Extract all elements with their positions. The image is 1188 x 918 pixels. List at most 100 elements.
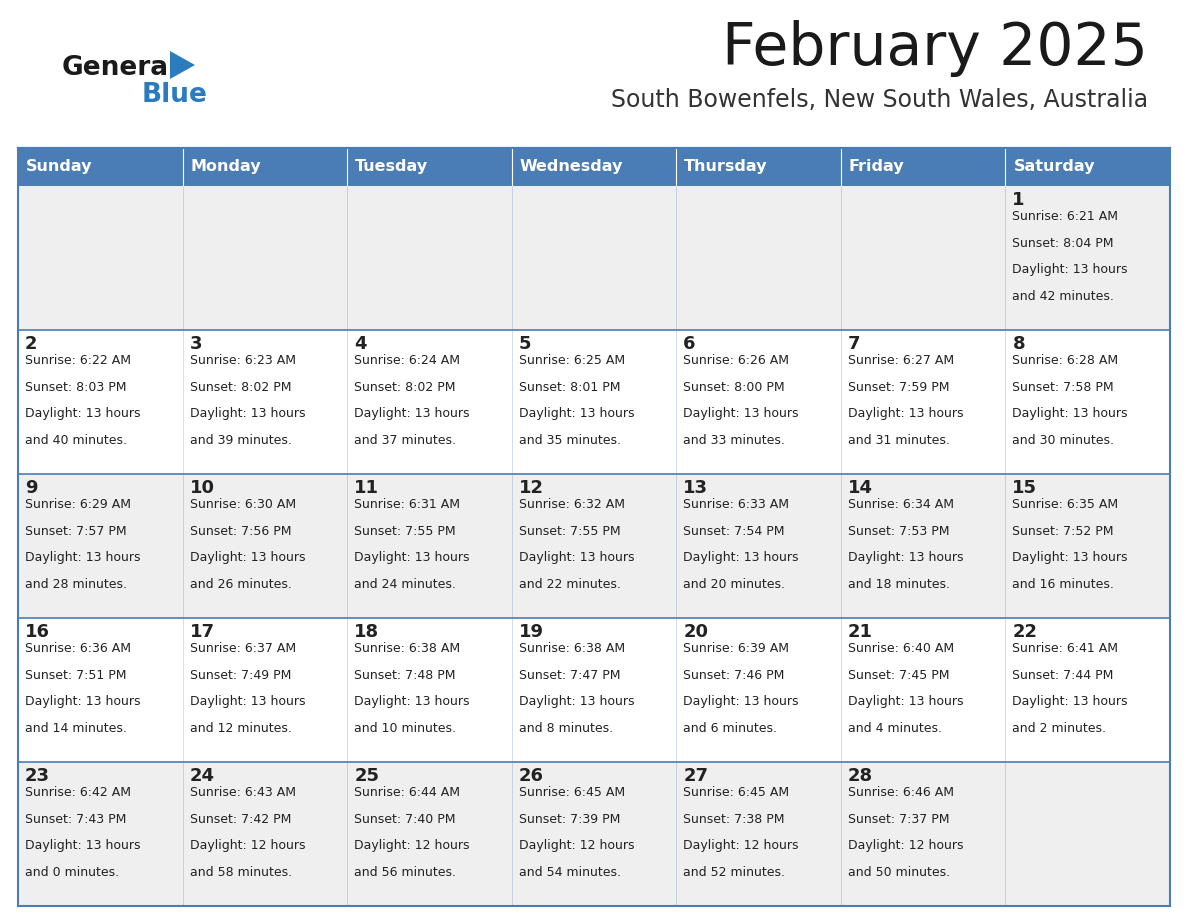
Text: and 39 minutes.: and 39 minutes. [190,434,291,447]
Text: and 14 minutes.: and 14 minutes. [25,722,127,735]
Text: Sunrise: 6:22 AM: Sunrise: 6:22 AM [25,354,131,367]
Text: Daylight: 12 hours: Daylight: 12 hours [519,839,634,852]
Text: Sunset: 7:56 PM: Sunset: 7:56 PM [190,525,291,538]
Bar [18,618,1170,762]
Text: Sunrise: 6:35 AM: Sunrise: 6:35 AM [1012,498,1119,511]
Text: Daylight: 13 hours: Daylight: 13 hours [683,408,798,420]
Text: Sunset: 7:42 PM: Sunset: 7:42 PM [190,812,291,825]
Text: Sunrise: 6:42 AM: Sunrise: 6:42 AM [25,786,131,799]
Text: Daylight: 13 hours: Daylight: 13 hours [190,552,305,565]
Text: 5: 5 [519,335,531,353]
Text: 10: 10 [190,479,215,497]
Text: Sunrise: 6:25 AM: Sunrise: 6:25 AM [519,354,625,367]
Text: Daylight: 13 hours: Daylight: 13 hours [1012,263,1127,276]
Text: and 31 minutes.: and 31 minutes. [848,434,949,447]
Text: Sunrise: 6:23 AM: Sunrise: 6:23 AM [190,354,296,367]
Bar [18,186,1170,330]
Text: Sunrise: 6:41 AM: Sunrise: 6:41 AM [1012,642,1118,655]
Text: 6: 6 [683,335,696,353]
Text: and 4 minutes.: and 4 minutes. [848,722,942,735]
Text: Sunrise: 6:24 AM: Sunrise: 6:24 AM [354,354,460,367]
Text: General: General [62,55,178,81]
Text: and 24 minutes.: and 24 minutes. [354,578,456,591]
Text: Sunset: 7:51 PM: Sunset: 7:51 PM [25,668,126,682]
Text: Sunrise: 6:38 AM: Sunrise: 6:38 AM [354,642,460,655]
Text: Sunrise: 6:45 AM: Sunrise: 6:45 AM [519,786,625,799]
Text: Thursday: Thursday [684,160,767,174]
Text: Sunset: 7:45 PM: Sunset: 7:45 PM [848,668,949,682]
Text: and 2 minutes.: and 2 minutes. [1012,722,1106,735]
Text: 3: 3 [190,335,202,353]
Text: Daylight: 13 hours: Daylight: 13 hours [1012,552,1127,565]
Text: Sunset: 7:44 PM: Sunset: 7:44 PM [1012,668,1114,682]
Text: Sunrise: 6:44 AM: Sunrise: 6:44 AM [354,786,460,799]
Text: 23: 23 [25,767,50,785]
Text: Tuesday: Tuesday [355,160,428,174]
Text: Daylight: 13 hours: Daylight: 13 hours [848,552,963,565]
Text: Friday: Friday [849,160,904,174]
Text: 16: 16 [25,623,50,641]
Text: Monday: Monday [190,160,261,174]
Text: Sunset: 7:57 PM: Sunset: 7:57 PM [25,525,127,538]
Text: Sunrise: 6:27 AM: Sunrise: 6:27 AM [848,354,954,367]
Text: 22: 22 [1012,623,1037,641]
Text: and 37 minutes.: and 37 minutes. [354,434,456,447]
Text: Daylight: 13 hours: Daylight: 13 hours [848,408,963,420]
Text: Sunset: 8:02 PM: Sunset: 8:02 PM [190,381,291,394]
Text: 9: 9 [25,479,38,497]
Text: Sunrise: 6:32 AM: Sunrise: 6:32 AM [519,498,625,511]
Text: Sunset: 7:39 PM: Sunset: 7:39 PM [519,812,620,825]
Text: Daylight: 12 hours: Daylight: 12 hours [354,839,469,852]
Text: and 56 minutes.: and 56 minutes. [354,866,456,879]
Text: Sunrise: 6:36 AM: Sunrise: 6:36 AM [25,642,131,655]
Text: Sunrise: 6:40 AM: Sunrise: 6:40 AM [848,642,954,655]
Text: Sunset: 7:55 PM: Sunset: 7:55 PM [354,525,456,538]
Text: Wednesday: Wednesday [519,160,623,174]
Text: 11: 11 [354,479,379,497]
Text: Sunset: 7:49 PM: Sunset: 7:49 PM [190,668,291,682]
Polygon shape [170,51,195,79]
Text: Sunset: 7:58 PM: Sunset: 7:58 PM [1012,381,1114,394]
Text: 7: 7 [848,335,860,353]
Text: 21: 21 [848,623,873,641]
Text: Daylight: 13 hours: Daylight: 13 hours [519,408,634,420]
Text: 14: 14 [848,479,873,497]
Text: Sunrise: 6:38 AM: Sunrise: 6:38 AM [519,642,625,655]
Text: Sunset: 7:38 PM: Sunset: 7:38 PM [683,812,785,825]
Text: Sunrise: 6:43 AM: Sunrise: 6:43 AM [190,786,296,799]
Text: Sunrise: 6:29 AM: Sunrise: 6:29 AM [25,498,131,511]
Text: Daylight: 13 hours: Daylight: 13 hours [519,695,634,709]
Text: Daylight: 13 hours: Daylight: 13 hours [25,695,140,709]
Text: Daylight: 12 hours: Daylight: 12 hours [190,839,305,852]
Text: Sunrise: 6:45 AM: Sunrise: 6:45 AM [683,786,789,799]
Text: 19: 19 [519,623,544,641]
Text: Sunset: 7:48 PM: Sunset: 7:48 PM [354,668,456,682]
Text: 18: 18 [354,623,379,641]
Text: and 50 minutes.: and 50 minutes. [848,866,950,879]
Text: Sunrise: 6:34 AM: Sunrise: 6:34 AM [848,498,954,511]
Text: Sunset: 7:40 PM: Sunset: 7:40 PM [354,812,456,825]
Text: and 28 minutes.: and 28 minutes. [25,578,127,591]
Text: Daylight: 13 hours: Daylight: 13 hours [354,552,469,565]
Text: Sunrise: 6:26 AM: Sunrise: 6:26 AM [683,354,789,367]
Text: South Bowenfels, New South Wales, Australia: South Bowenfels, New South Wales, Austra… [611,88,1148,112]
Text: Daylight: 13 hours: Daylight: 13 hours [683,695,798,709]
Text: Blue: Blue [143,82,208,108]
Text: 27: 27 [683,767,708,785]
Text: Sunrise: 6:21 AM: Sunrise: 6:21 AM [1012,210,1118,223]
Text: Daylight: 12 hours: Daylight: 12 hours [683,839,798,852]
Text: 8: 8 [1012,335,1025,353]
Text: and 20 minutes.: and 20 minutes. [683,578,785,591]
Bar [18,330,1170,474]
Text: 20: 20 [683,623,708,641]
Text: Daylight: 12 hours: Daylight: 12 hours [848,839,963,852]
Text: Sunday: Sunday [26,160,93,174]
Text: 1: 1 [1012,191,1025,209]
Text: Daylight: 13 hours: Daylight: 13 hours [683,552,798,565]
Text: 15: 15 [1012,479,1037,497]
Text: 4: 4 [354,335,367,353]
Text: and 6 minutes.: and 6 minutes. [683,722,777,735]
Text: and 42 minutes.: and 42 minutes. [1012,290,1114,303]
Bar [18,762,1170,906]
Text: Daylight: 13 hours: Daylight: 13 hours [25,408,140,420]
